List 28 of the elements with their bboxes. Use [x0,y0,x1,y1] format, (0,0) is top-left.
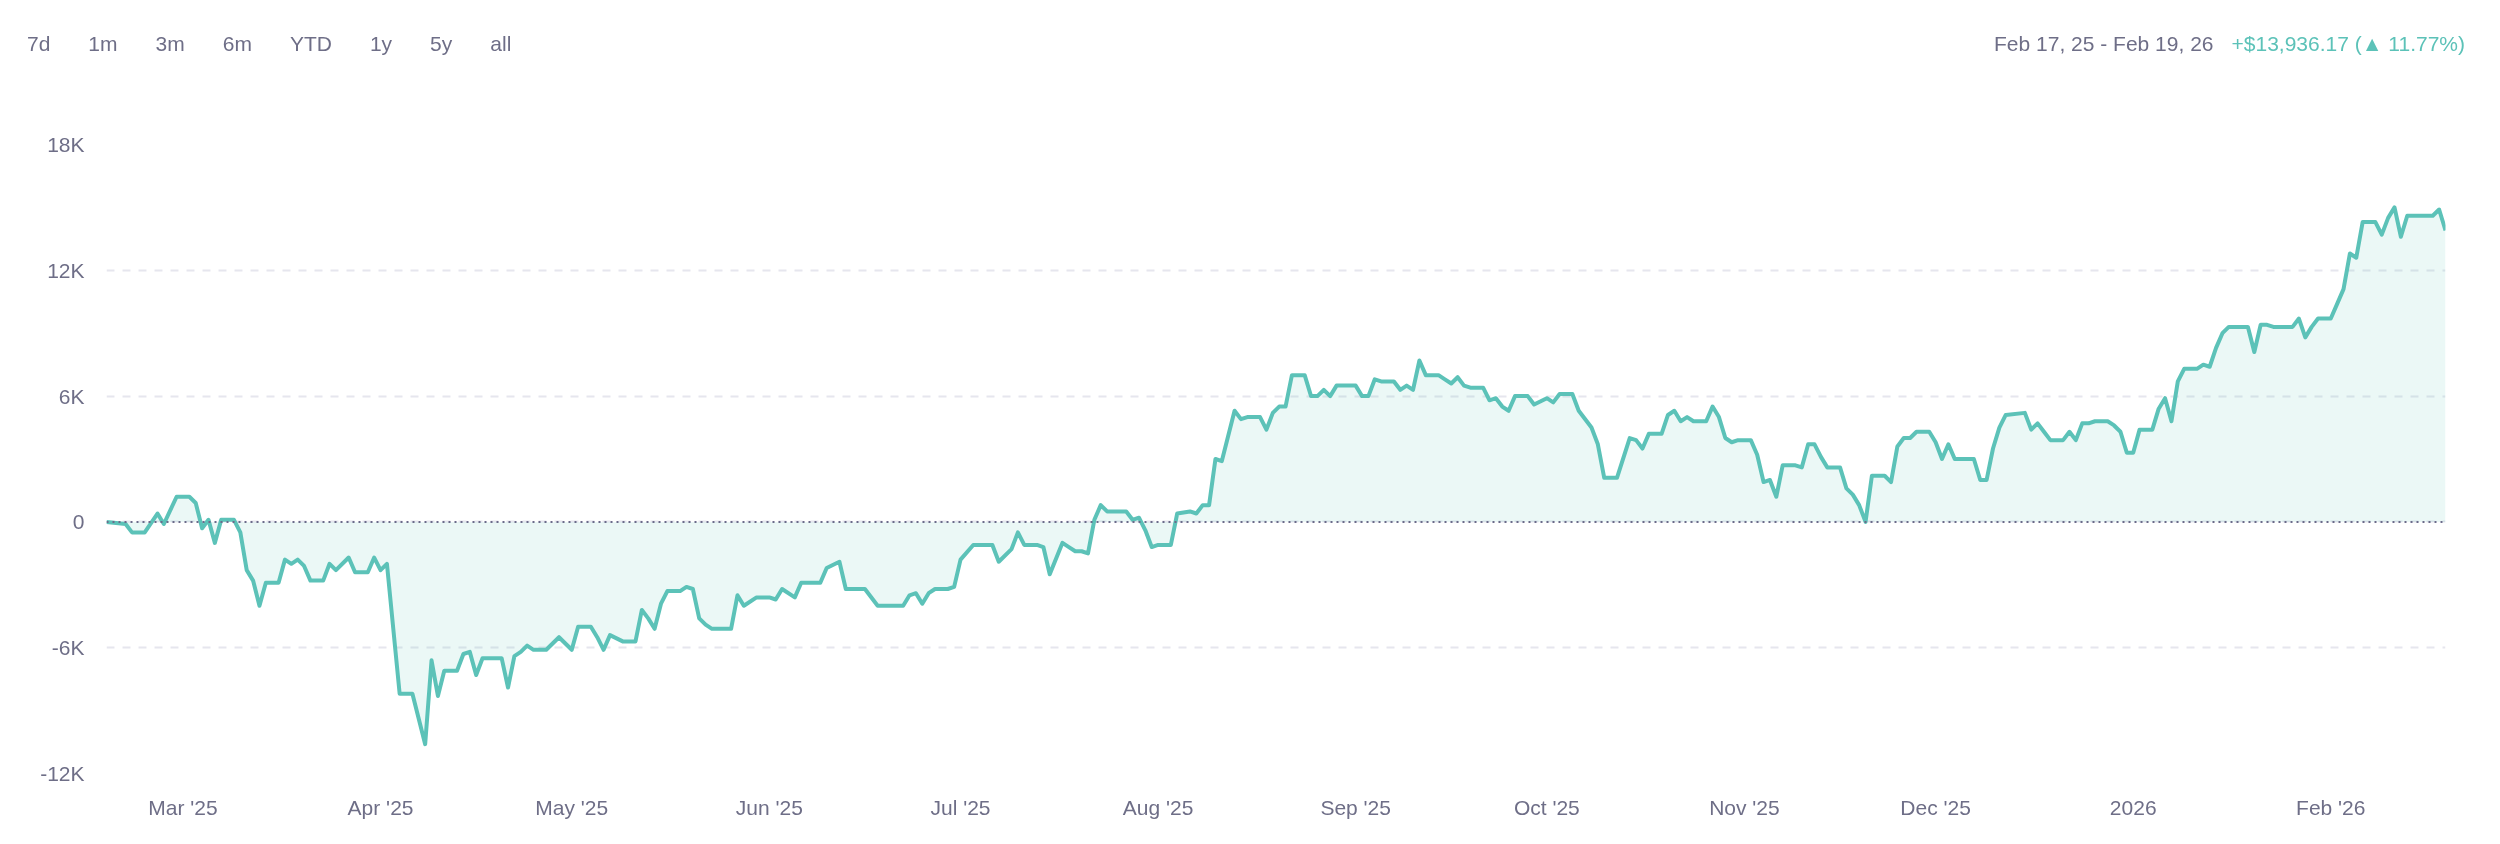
y-tick-label: 0 [72,510,85,534]
x-tick-label: Apr '25 [347,795,414,819]
x-tick-label: Sep '25 [1320,795,1391,819]
text: 3m [155,32,185,55]
x-tick-label: May '25 [535,795,609,819]
text: Feb 17, 25 - Feb 19, 26 [1994,32,2214,55]
x-tick-label: Jun '25 [735,795,803,819]
text: +$13,936.17 (▲ 11.77%) [2231,32,2465,55]
text: 7d [27,32,51,55]
text: YTD [289,32,332,55]
y-tick-label: -6K [51,636,85,660]
text: 1m [88,32,118,55]
text: 6m [222,32,252,55]
x-tick-label: Mar '25 [148,795,218,819]
y-tick-label: 12K [47,258,85,282]
x-tick-label: Dec '25 [1900,795,1971,819]
text: 5y [430,32,453,55]
x-tick-label: Oct '25 [1513,795,1580,819]
x-tick-label: Aug '25 [1122,795,1194,819]
x-tick-label: 2026 [2109,795,2157,819]
x-tick-label: Feb '26 [2296,795,2366,819]
y-tick-label: 6K [58,384,85,408]
x-tick-label: Jul '25 [930,795,991,819]
x-tick-label: Nov '25 [1709,795,1780,819]
text: 1y [369,32,393,55]
y-tick-label: -12K [40,762,85,785]
text: all [490,32,512,55]
y-tick-label: 18K [47,133,85,156]
